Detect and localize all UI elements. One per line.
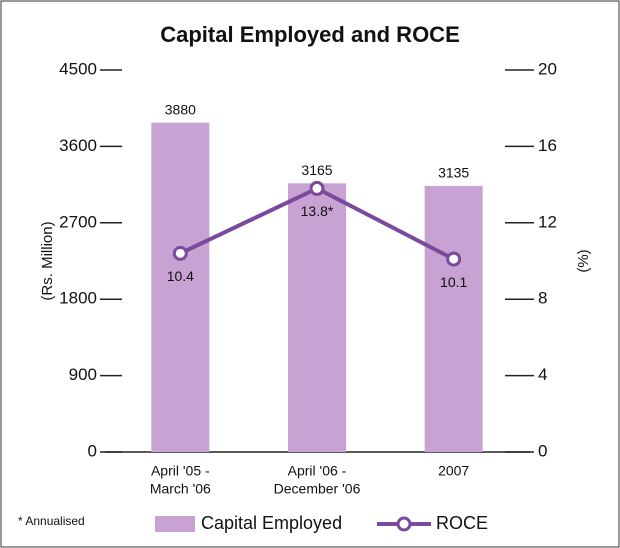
line-value-label: 10.1 xyxy=(440,274,467,290)
bar-value-label: 3135 xyxy=(438,165,469,181)
legend-swatch xyxy=(155,516,195,532)
y2-axis-label: (%) xyxy=(575,249,592,272)
legend-marker xyxy=(396,516,412,532)
line-value-label: 10.4 xyxy=(167,268,194,284)
y2-tick-label: 4 xyxy=(538,365,547,384)
x-tick-label: 2007 xyxy=(438,463,469,479)
bar xyxy=(151,122,210,453)
y-tick-label: 900 xyxy=(69,365,97,384)
line-value-label: 13.8* xyxy=(301,203,334,219)
y-tick-label: 1800 xyxy=(59,289,97,308)
y-tick-label: 0 xyxy=(88,441,97,460)
y-tick-label: 3600 xyxy=(59,136,97,155)
y-tick-label: 2700 xyxy=(59,212,97,231)
bar xyxy=(424,185,483,452)
line-marker xyxy=(172,245,188,261)
legend-label: Capital Employed xyxy=(201,513,342,533)
y2-tick-label: 8 xyxy=(538,289,547,308)
y-tick-label: 4500 xyxy=(59,59,97,78)
bar xyxy=(288,183,346,452)
chart-title: Capital Employed and ROCE xyxy=(160,22,460,47)
x-tick-label: March '06 xyxy=(150,481,211,497)
legend-label: ROCE xyxy=(436,513,488,533)
y2-tick-label: 20 xyxy=(538,59,557,78)
x-tick-label: April '06 - xyxy=(288,463,347,479)
y2-tick-label: 0 xyxy=(538,441,547,460)
line-marker xyxy=(309,180,325,196)
line-marker xyxy=(446,251,462,267)
bar-value-label: 3165 xyxy=(301,162,332,178)
bar-value-label: 3880 xyxy=(165,101,196,117)
y2-tick-label: 16 xyxy=(538,136,557,155)
y2-tick-label: 12 xyxy=(538,212,557,231)
x-tick-label: April '05 - xyxy=(151,463,210,479)
y-axis-label: (Rs. Million) xyxy=(39,221,56,300)
footnote: * Annualised xyxy=(18,514,85,528)
x-tick-label: December '06 xyxy=(274,481,361,497)
